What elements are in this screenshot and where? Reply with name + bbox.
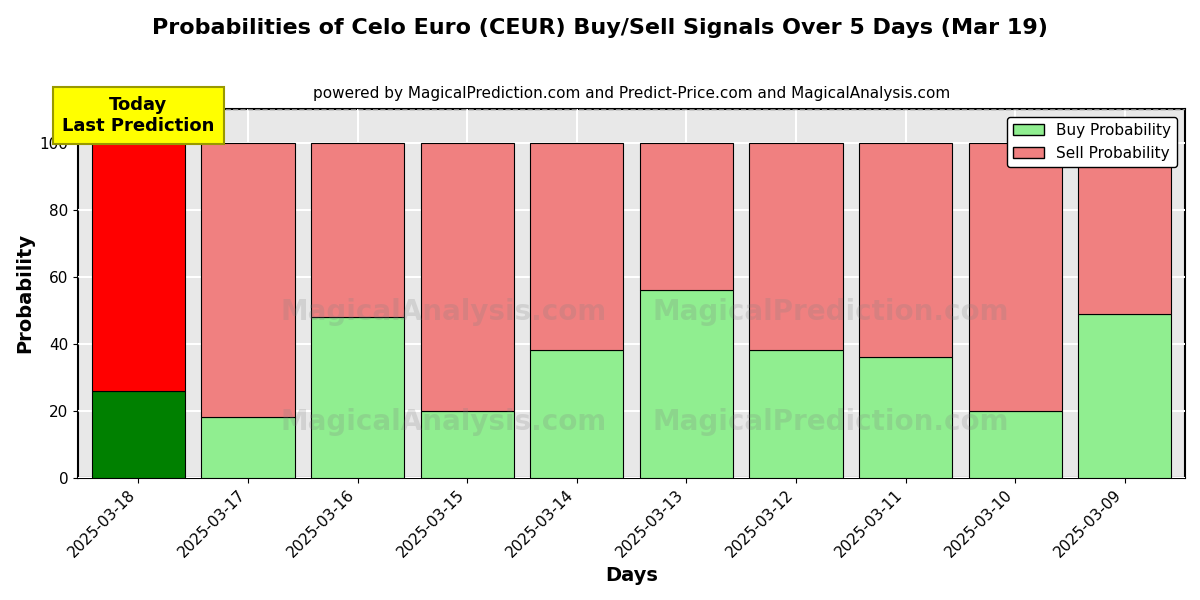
Bar	[749, 143, 842, 350]
Bar	[311, 317, 404, 478]
Text: Probabilities of Celo Euro (CEUR) Buy/Sell Signals Over 5 Days (Mar 19): Probabilities of Celo Euro (CEUR) Buy/Se…	[152, 18, 1048, 38]
Bar	[421, 410, 514, 478]
Text: MagicalAnalysis.com: MagicalAnalysis.com	[281, 298, 606, 326]
Bar	[859, 357, 952, 478]
Bar	[202, 418, 294, 478]
Bar	[92, 143, 185, 391]
Bar	[749, 350, 842, 478]
Text: MagicalAnalysis.com: MagicalAnalysis.com	[281, 409, 606, 436]
Bar	[640, 143, 733, 290]
Legend: Buy Probability, Sell Probability: Buy Probability, Sell Probability	[1007, 117, 1177, 167]
Bar	[1078, 314, 1171, 478]
X-axis label: Days: Days	[605, 566, 658, 585]
Bar	[968, 143, 1062, 410]
Bar	[968, 410, 1062, 478]
Bar	[92, 391, 185, 478]
Text: Today
Last Prediction: Today Last Prediction	[62, 97, 215, 135]
Bar	[311, 143, 404, 317]
Y-axis label: Probability: Probability	[14, 233, 34, 353]
Bar	[640, 290, 733, 478]
Text: MagicalPrediction.com: MagicalPrediction.com	[653, 298, 1009, 326]
Bar	[530, 143, 623, 350]
Bar	[530, 350, 623, 478]
Bar	[202, 143, 294, 418]
Bar	[1078, 143, 1171, 314]
Title: powered by MagicalPrediction.com and Predict-Price.com and MagicalAnalysis.com: powered by MagicalPrediction.com and Pre…	[313, 86, 950, 101]
Text: MagicalPrediction.com: MagicalPrediction.com	[653, 409, 1009, 436]
Bar	[421, 143, 514, 410]
Bar	[859, 143, 952, 357]
